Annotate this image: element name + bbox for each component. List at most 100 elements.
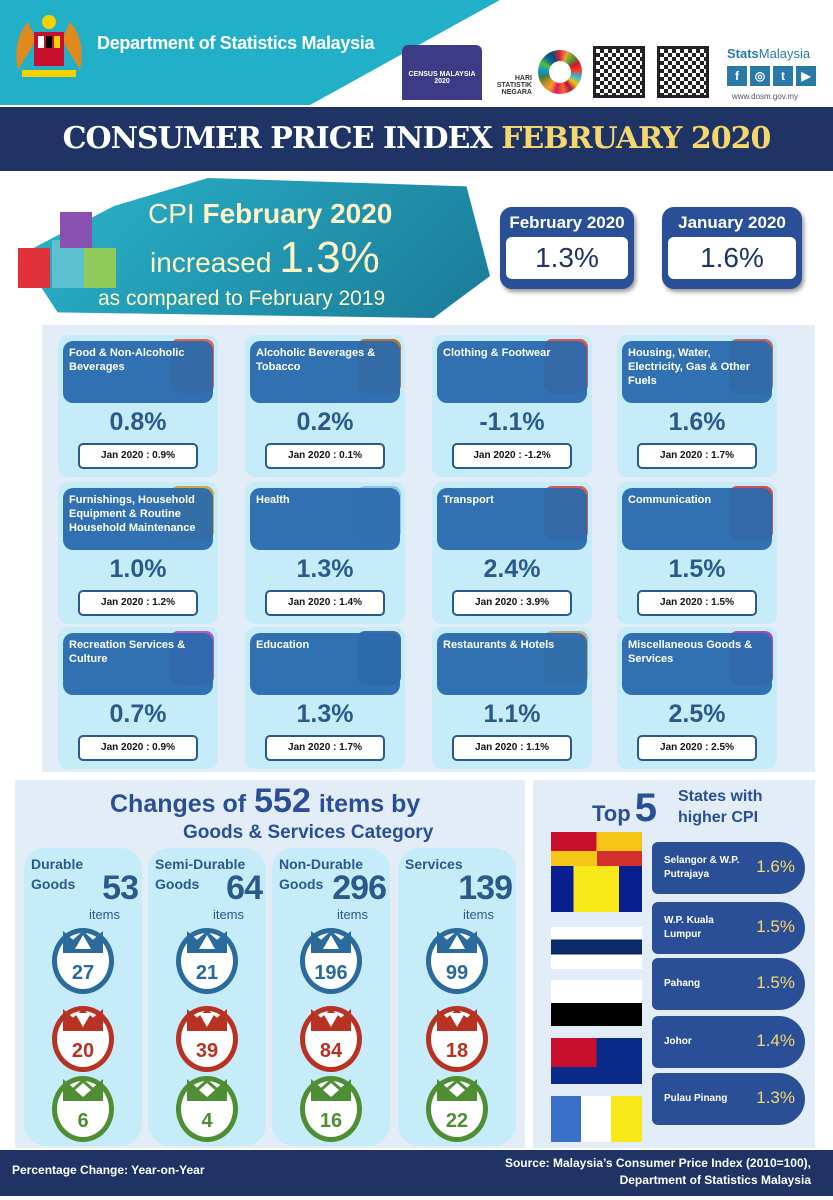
stats-malaysia-brand: StatsMalaysia xyxy=(727,46,810,61)
group-total: 296 xyxy=(332,869,387,907)
category-card: Transport 2.4% Jan 2020 : 3.9% xyxy=(432,482,592,624)
goods-group-column: Durable Goods 53 items 27 20 6 xyxy=(24,848,142,1146)
category-value: 2.4% xyxy=(483,555,541,583)
cpi-label: CPI xyxy=(148,198,195,229)
month-box-january: January 2020 1.6% xyxy=(662,207,802,289)
down-arrow-icon xyxy=(449,1013,465,1027)
count: 99 xyxy=(445,962,469,984)
footer-note: Percentage Change: Year-on-Year xyxy=(12,1163,205,1177)
category-value: 1.3% xyxy=(296,555,354,583)
items-unit: items xyxy=(88,907,120,922)
category-label: Health xyxy=(250,488,400,550)
state-name: Pulau Pinang xyxy=(664,1093,728,1104)
flag-selangor-putrajaya xyxy=(551,832,642,912)
group-total: 64 xyxy=(226,869,263,907)
category-jan-value: Jan 2020 : 0.9% xyxy=(78,735,198,761)
group-name: Services xyxy=(405,854,463,874)
state-name: W.P. Kuala Lumpur xyxy=(664,915,714,940)
category-label: Clothing & Footwear xyxy=(437,341,587,403)
department-name: Department of Statistics Malaysia xyxy=(97,33,375,53)
top-label: Top xyxy=(592,801,631,826)
category-value: 1.1% xyxy=(483,700,541,728)
category-label: Education xyxy=(250,633,400,695)
category-jan-value: Jan 2020 : -1.2% xyxy=(452,443,572,469)
month-value: 1.6% xyxy=(668,237,796,279)
category-value: 0.8% xyxy=(109,408,167,436)
footer xyxy=(0,1150,833,1196)
category-jan-value: Jan 2020 : 1.1% xyxy=(452,735,572,761)
count: 16 xyxy=(319,1110,343,1132)
category-jan-value: Jan 2020 : 2.5% xyxy=(637,735,757,761)
headline-comparison: as compared to February 2019 xyxy=(98,287,386,310)
category-value: 0.2% xyxy=(296,408,354,436)
flag-johor xyxy=(551,1038,642,1084)
items-unit: items xyxy=(462,907,494,922)
count: 39 xyxy=(195,1040,219,1062)
items-unit: items xyxy=(212,907,244,922)
sdg-wheel-logo xyxy=(538,50,582,94)
count: 22 xyxy=(445,1110,469,1132)
increased-label: increased xyxy=(150,247,272,278)
goods-group-column: Services 139 items 99 18 22 xyxy=(398,848,516,1146)
goods-group-column: Semi-Durable Goods 64 items 21 39 4 xyxy=(148,848,266,1146)
increase-count: 27 xyxy=(52,928,114,994)
shopping-bags-icon xyxy=(12,178,132,288)
facebook-icon[interactable]: f xyxy=(727,66,747,86)
increase-count: 21 xyxy=(176,928,238,994)
source-line: Department of Statistics Malaysia xyxy=(619,1173,811,1187)
instagram-icon[interactable]: ◎ xyxy=(750,66,770,86)
unchanged-diamond-icon xyxy=(199,1083,215,1097)
group-name-line: Durable xyxy=(31,856,84,872)
items-title: Changes of 552 items by xyxy=(110,784,420,821)
state-bar: Johor 1.4% xyxy=(652,1016,805,1068)
category-card: Health 1.3% Jan 2020 : 1.4% xyxy=(245,482,405,624)
state-name: Johor xyxy=(664,1036,692,1047)
category-jan-value: Jan 2020 : 3.9% xyxy=(452,590,572,616)
unchanged-count: 16 xyxy=(300,1076,362,1142)
decrease-count: 20 xyxy=(52,1006,114,1072)
count: 84 xyxy=(319,1040,343,1062)
five-label: 5 xyxy=(634,786,657,830)
category-jan-value: Jan 2020 : 0.9% xyxy=(78,443,198,469)
category-value: 2.5% xyxy=(668,700,726,728)
category-grid: Food & Non-Alcoholic Beverages 0.8% Jan … xyxy=(42,325,815,772)
footer-source: Source: Malaysia’s Consumer Price Index … xyxy=(505,1155,811,1189)
category-label: Transport xyxy=(437,488,587,550)
goods-group-column: Non-Durable Goods 296 items 196 84 16 xyxy=(272,848,390,1146)
qr-code-facebook-icon[interactable] xyxy=(657,46,709,98)
down-arrow-icon xyxy=(75,1013,91,1027)
page-title: CONSUMER PRICE INDEX FEBRUARY 2020 xyxy=(0,107,833,171)
category-jan-value: Jan 2020 : 1.5% xyxy=(637,590,757,616)
state-value: 1.6% xyxy=(756,857,795,876)
state-bar: W.P. Kuala Lumpur 1.5% xyxy=(652,902,805,954)
group-name-line: Semi-Durable xyxy=(155,856,246,872)
category-value: 1.5% xyxy=(668,555,726,583)
state-value: 1.3% xyxy=(756,1088,795,1107)
website-link[interactable]: www.dosm.gov.my xyxy=(732,92,799,101)
items-title-a: Changes of xyxy=(110,790,247,818)
count: 6 xyxy=(77,1110,89,1132)
category-jan-value: Jan 2020 : 1.4% xyxy=(265,590,385,616)
decrease-count: 84 xyxy=(300,1006,362,1072)
group-name-line: Goods xyxy=(31,876,76,892)
category-jan-value: Jan 2020 : 1.2% xyxy=(78,590,198,616)
unchanged-count: 6 xyxy=(52,1076,114,1142)
title-month: FEBRUARY 2020 xyxy=(501,121,771,156)
month-value: 1.3% xyxy=(506,237,628,279)
up-arrow-icon xyxy=(449,935,465,949)
qr-code-icon[interactable] xyxy=(593,46,645,98)
category-card: Education 1.3% Jan 2020 : 1.7% xyxy=(245,627,405,769)
group-name-line: Goods xyxy=(279,876,324,892)
youtube-icon[interactable]: ▶ xyxy=(796,66,816,86)
twitter-icon[interactable]: t xyxy=(773,66,793,86)
month-box-february: February 2020 1.3% xyxy=(500,207,634,289)
state-bar: Pahang 1.5% xyxy=(652,958,805,1010)
category-label: Recreation Services & Culture xyxy=(63,633,213,695)
category-jan-value: Jan 2020 : 1.7% xyxy=(637,443,757,469)
items-title-b: items by xyxy=(318,790,421,818)
category-value: 1.6% xyxy=(668,408,726,436)
title-white: CONSUMER PRICE INDEX xyxy=(62,121,493,156)
malaysia-coat-of-arms-icon xyxy=(16,15,82,77)
decrease-count: 18 xyxy=(426,1006,488,1072)
hari-statistik-logo: HARI STATISTIK NEGARA xyxy=(496,75,532,96)
